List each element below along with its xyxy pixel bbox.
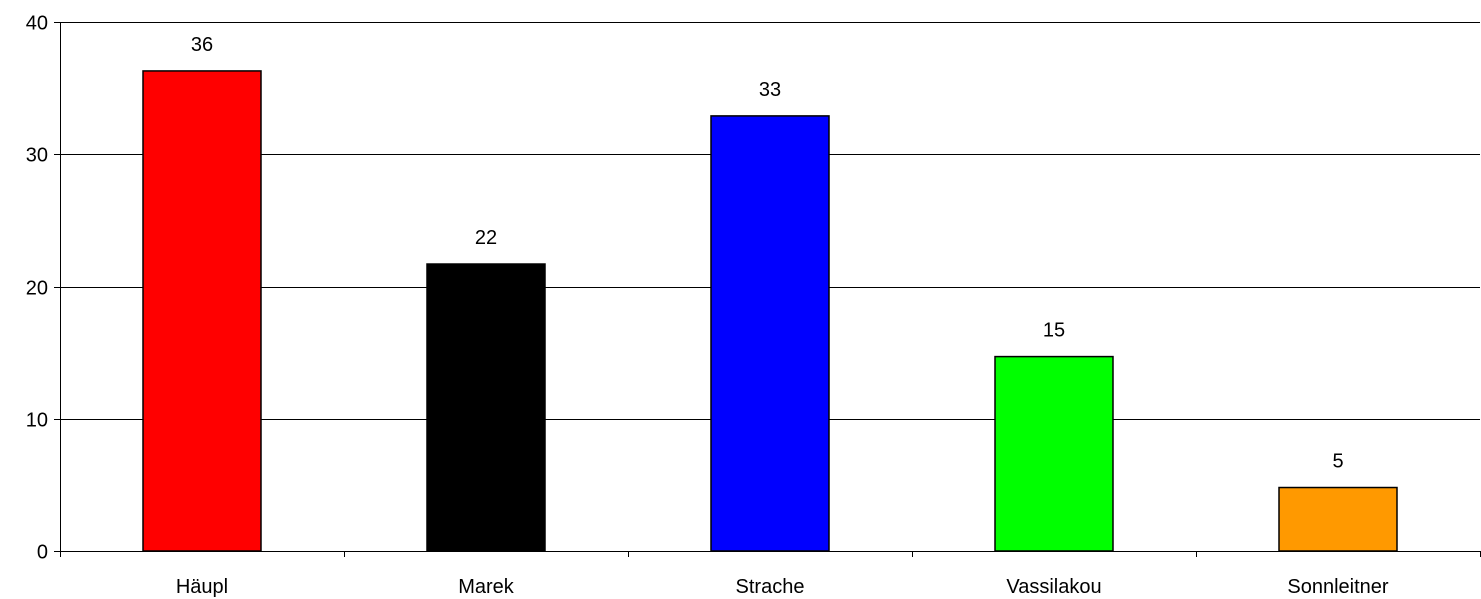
y-tick-label-3: 30: [26, 145, 48, 167]
x-category-label-0: Häupl: [176, 576, 228, 598]
data-label-3: 15: [1043, 320, 1065, 342]
data-label-1: 22: [475, 227, 497, 249]
bar-0: [142, 70, 262, 552]
x-category-label-3: Vassilakou: [1006, 576, 1101, 598]
x-category-label-1: Marek: [458, 576, 515, 598]
bar-4: [1278, 486, 1398, 552]
y-tick-label-0: 0: [37, 542, 48, 564]
y-tick-label-2: 20: [26, 278, 48, 300]
bars: [142, 70, 1398, 552]
y-tick-label-1: 10: [26, 410, 48, 432]
y-tick-label-4: 40: [26, 13, 48, 35]
x-category-label-4: Sonnleitner: [1287, 576, 1389, 598]
labels: 0 10 20 30 40 36 Häupl 22 Marek 33 Strache 15 Vassil…: [26, 13, 1389, 599]
bar-3: [994, 355, 1114, 552]
data-label-4: 5: [1332, 451, 1343, 473]
data-label-0: 36: [191, 34, 213, 56]
bar-2: [710, 115, 830, 552]
x-category-label-2: Strache: [736, 576, 805, 598]
data-label-2: 33: [759, 79, 781, 101]
bar-1: [426, 263, 546, 552]
